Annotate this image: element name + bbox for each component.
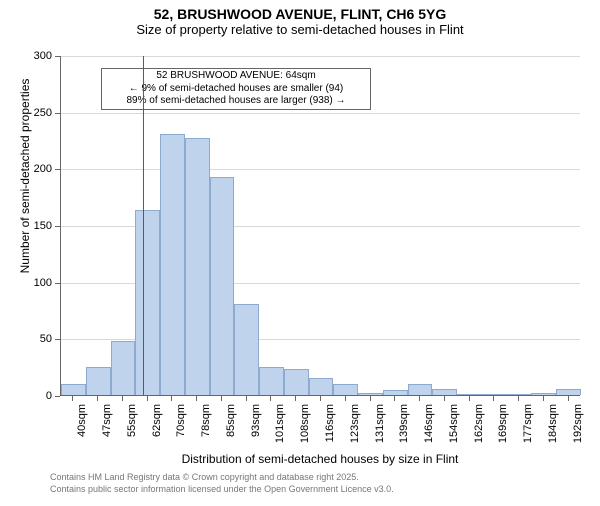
ytick-mark bbox=[55, 169, 60, 170]
histogram-bar bbox=[309, 378, 334, 395]
xtick-mark bbox=[493, 396, 494, 401]
xtick-label: 131sqm bbox=[374, 404, 386, 454]
ytick-mark bbox=[55, 226, 60, 227]
ytick-mark bbox=[55, 396, 60, 397]
histogram-bar bbox=[185, 138, 210, 395]
x-axis-label: Distribution of semi-detached houses by … bbox=[60, 452, 580, 466]
annotation-box: 52 BRUSHWOOD AVENUE: 64sqm ← 9% of semi-… bbox=[101, 68, 371, 110]
histogram-bar bbox=[432, 389, 457, 395]
xtick-label: 62sqm bbox=[151, 404, 163, 454]
histogram-bar bbox=[556, 389, 581, 395]
chart-plot-area: 52 BRUSHWOOD AVENUE: 64sqm ← 9% of semi-… bbox=[60, 56, 580, 396]
xtick-label: 154sqm bbox=[448, 404, 460, 454]
ytick-mark bbox=[55, 283, 60, 284]
xtick-mark bbox=[394, 396, 395, 401]
xtick-label: 55sqm bbox=[126, 404, 138, 454]
xtick-mark bbox=[221, 396, 222, 401]
xtick-mark bbox=[147, 396, 148, 401]
xtick-label: 116sqm bbox=[324, 404, 336, 454]
histogram-bar bbox=[531, 393, 556, 395]
ytick-label: 150 bbox=[22, 220, 52, 232]
histogram-bar bbox=[259, 367, 284, 395]
grid-line bbox=[61, 169, 580, 170]
ytick-mark bbox=[55, 113, 60, 114]
grid-line bbox=[61, 113, 580, 114]
xtick-mark bbox=[270, 396, 271, 401]
ytick-label: 300 bbox=[22, 50, 52, 62]
xtick-mark bbox=[295, 396, 296, 401]
histogram-bar bbox=[507, 394, 532, 395]
attribution-line1: Contains HM Land Registry data © Crown c… bbox=[50, 472, 359, 482]
histogram-bar bbox=[160, 134, 185, 395]
xtick-label: 85sqm bbox=[225, 404, 237, 454]
xtick-mark bbox=[97, 396, 98, 401]
histogram-bar bbox=[111, 341, 136, 395]
grid-line bbox=[61, 56, 580, 57]
xtick-mark bbox=[246, 396, 247, 401]
histogram-bar bbox=[482, 394, 507, 395]
xtick-mark bbox=[196, 396, 197, 401]
xtick-mark bbox=[419, 396, 420, 401]
ytick-label: 50 bbox=[22, 333, 52, 345]
histogram-bar bbox=[383, 390, 408, 395]
ytick-mark bbox=[55, 339, 60, 340]
xtick-mark bbox=[543, 396, 544, 401]
xtick-label: 162sqm bbox=[473, 404, 485, 454]
histogram-bar bbox=[86, 367, 111, 395]
xtick-label: 70sqm bbox=[175, 404, 187, 454]
ytick-label: 200 bbox=[22, 163, 52, 175]
xtick-mark bbox=[568, 396, 569, 401]
histogram-bar bbox=[135, 210, 160, 395]
xtick-mark bbox=[171, 396, 172, 401]
histogram-bar bbox=[234, 304, 259, 395]
ytick-label: 250 bbox=[22, 107, 52, 119]
xtick-label: 123sqm bbox=[349, 404, 361, 454]
xtick-label: 108sqm bbox=[299, 404, 311, 454]
xtick-label: 169sqm bbox=[497, 404, 509, 454]
chart-title-line2: Size of property relative to semi-detach… bbox=[0, 22, 600, 37]
histogram-bar bbox=[457, 394, 482, 395]
xtick-mark bbox=[518, 396, 519, 401]
histogram-bar bbox=[358, 393, 383, 395]
histogram-bar bbox=[61, 384, 86, 395]
chart-title-line1: 52, BRUSHWOOD AVENUE, FLINT, CH6 5YG bbox=[0, 6, 600, 22]
histogram-bar bbox=[333, 384, 358, 395]
ytick-mark bbox=[55, 56, 60, 57]
xtick-mark bbox=[320, 396, 321, 401]
xtick-label: 184sqm bbox=[547, 404, 559, 454]
xtick-label: 192sqm bbox=[572, 404, 584, 454]
xtick-mark bbox=[444, 396, 445, 401]
xtick-label: 101sqm bbox=[274, 404, 286, 454]
xtick-mark bbox=[345, 396, 346, 401]
xtick-mark bbox=[370, 396, 371, 401]
xtick-label: 40sqm bbox=[76, 404, 88, 454]
xtick-label: 139sqm bbox=[398, 404, 410, 454]
ytick-label: 0 bbox=[22, 390, 52, 402]
xtick-mark bbox=[72, 396, 73, 401]
ytick-label: 100 bbox=[22, 277, 52, 289]
xtick-label: 177sqm bbox=[522, 404, 534, 454]
histogram-bar bbox=[408, 384, 433, 395]
xtick-mark bbox=[122, 396, 123, 401]
xtick-mark bbox=[469, 396, 470, 401]
xtick-label: 47sqm bbox=[101, 404, 113, 454]
histogram-bar bbox=[210, 177, 235, 395]
xtick-label: 78sqm bbox=[200, 404, 212, 454]
xtick-label: 146sqm bbox=[423, 404, 435, 454]
attribution-line2: Contains public sector information licen… bbox=[50, 484, 394, 494]
xtick-label: 93sqm bbox=[250, 404, 262, 454]
histogram-bar bbox=[284, 369, 309, 395]
reference-line bbox=[143, 56, 144, 395]
